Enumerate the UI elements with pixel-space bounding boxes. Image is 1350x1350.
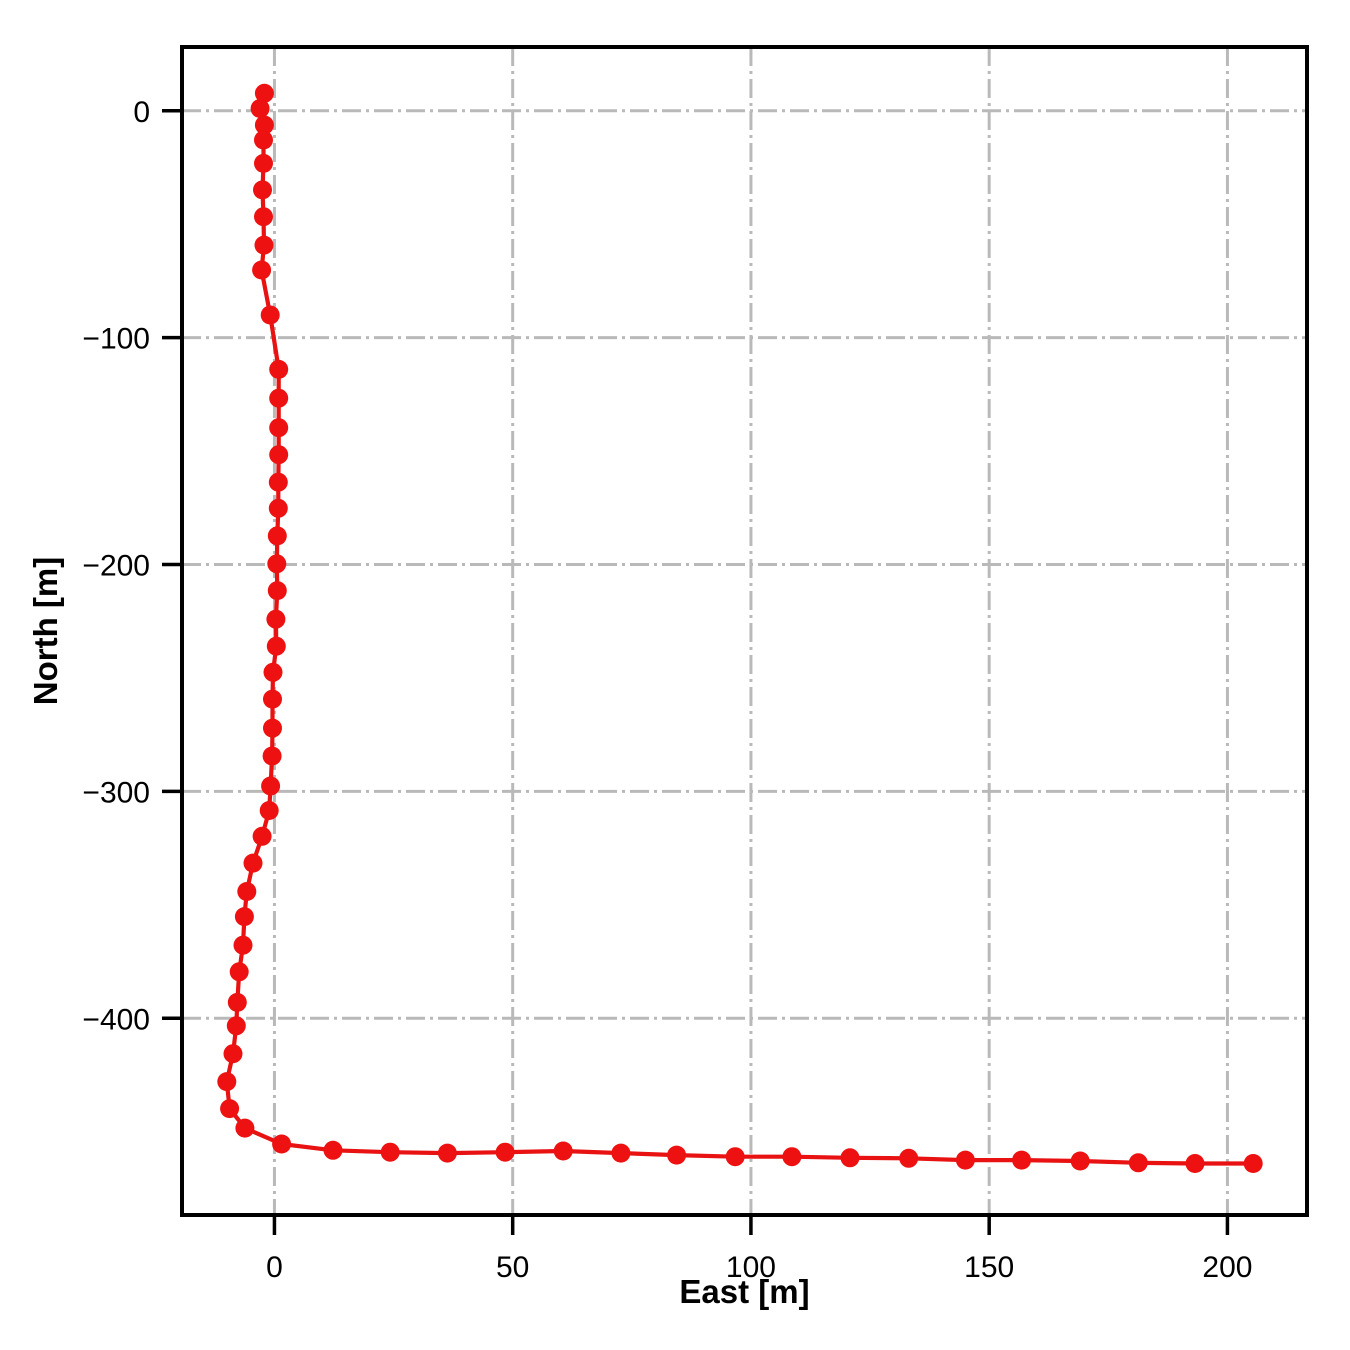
trajectory-point	[1070, 1151, 1090, 1171]
trajectory-point	[254, 130, 273, 150]
trajectory-point	[437, 1143, 457, 1163]
trajectory-point	[254, 153, 273, 173]
trajectory-point	[261, 776, 281, 796]
trajectory-point	[235, 1118, 255, 1138]
trajectory-point	[269, 418, 289, 438]
x-tick-label: 150	[964, 1251, 1014, 1284]
y-tick-label: −400	[82, 1003, 150, 1036]
trajectory-point	[380, 1142, 400, 1162]
trajectory-point	[495, 1142, 515, 1162]
trajectory-point	[223, 1044, 243, 1064]
trajectory-point	[1243, 1154, 1263, 1173]
trajectory-point	[250, 99, 270, 118]
trajectory-point	[782, 1147, 802, 1167]
trajectory-point	[899, 1148, 919, 1168]
trajectory-point	[254, 207, 273, 227]
plot-frame	[180, 45, 1309, 1217]
trajectory-point	[227, 992, 247, 1012]
trajectory-point	[269, 359, 289, 379]
trajectory-point	[252, 260, 272, 280]
x-axis-label: East [m]	[679, 1273, 809, 1310]
x-tick-label: 0	[266, 1251, 283, 1284]
trajectory-point	[667, 1145, 687, 1165]
trajectory-point	[259, 801, 279, 820]
trajectory-point	[263, 662, 283, 682]
axis-ticks	[162, 109, 1230, 1235]
trajectory-point	[267, 581, 287, 601]
trajectory-point	[226, 1016, 246, 1036]
trajectory-point	[254, 83, 274, 103]
trajectory-point	[323, 1140, 343, 1160]
trajectory-point	[269, 388, 289, 408]
trajectory-point	[229, 962, 249, 982]
y-tick-label: 0	[133, 96, 150, 129]
trajectory-series	[217, 83, 1263, 1173]
trajectory-point	[234, 907, 254, 927]
x-tick-label: 50	[496, 1251, 529, 1284]
trajectory-point	[955, 1150, 975, 1170]
y-axis-label: North [m]	[27, 557, 64, 705]
trajectory-point	[254, 235, 274, 255]
trajectory-point	[1185, 1154, 1205, 1173]
trajectory-point	[269, 445, 289, 465]
trajectory-point	[1128, 1153, 1148, 1173]
trajectory-point	[268, 472, 288, 492]
plot-border	[180, 45, 1309, 1217]
trajectory-point	[260, 305, 280, 325]
trajectory-point	[268, 498, 288, 518]
trajectory-point	[267, 554, 287, 574]
x-tick-label: 100	[726, 1251, 776, 1284]
trajectory-point	[233, 935, 253, 955]
trajectory-point	[252, 826, 272, 846]
trajectory-point	[725, 1147, 745, 1167]
y-tick-label: −200	[82, 550, 150, 583]
trajectory-point	[272, 1134, 292, 1154]
trajectory-point	[253, 180, 272, 200]
trajectory-point	[263, 689, 282, 709]
trajectory-point	[237, 882, 257, 901]
y-tick-label: −300	[82, 776, 150, 809]
trajectory-line	[224, 91, 1256, 1166]
trajectory-point	[840, 1148, 860, 1168]
trajectory-point	[220, 1099, 240, 1119]
trajectory-point	[266, 636, 286, 656]
trajectory-point	[266, 609, 286, 629]
trajectory-point	[262, 746, 282, 766]
trajectory-point	[263, 718, 282, 738]
y-tick-label: −100	[82, 323, 150, 356]
x-tick-label: 200	[1202, 1251, 1252, 1284]
tick-labels: 0 50 100 150 200 0 −100 −200 −300 −400	[82, 96, 1252, 1284]
trajectory-point	[243, 853, 263, 873]
trajectory-point	[1012, 1150, 1032, 1170]
grid-layer	[182, 47, 1307, 1215]
trajectory-point	[267, 526, 287, 546]
trajectory-point	[611, 1143, 631, 1163]
trajectory-point	[217, 1072, 237, 1092]
trajectory-point	[254, 115, 274, 135]
trajectory-point	[553, 1141, 573, 1161]
